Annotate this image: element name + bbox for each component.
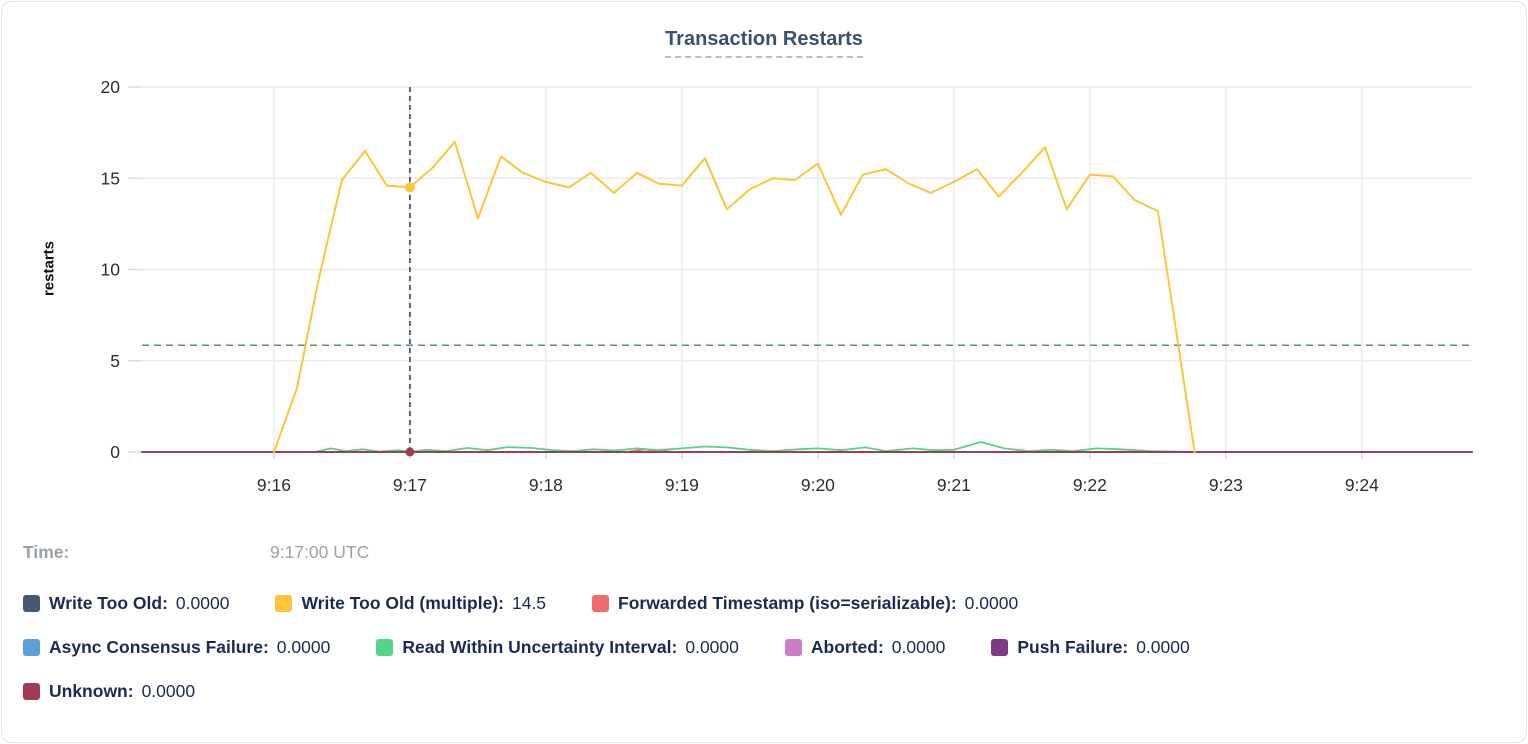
tooltip-time-row: Time: 9:17:00 UTC xyxy=(23,542,369,563)
x-tick-label: 9:23 xyxy=(1209,475,1243,495)
legend-value: 14.5 xyxy=(511,593,547,613)
legend-row: Write Too Old: 0.0000 Write Too Old (multi… xyxy=(23,593,1510,614)
legend-color-swatch-icon xyxy=(23,639,40,656)
y-tick-label: 0 xyxy=(110,442,120,462)
crosshair-point xyxy=(404,182,415,193)
legend-color-swatch-icon xyxy=(376,639,394,656)
x-tick-label: 9:18 xyxy=(529,475,563,495)
legend-label: Read Within Uncertainty Interval: xyxy=(402,637,678,657)
x-tick-label: 9:22 xyxy=(1073,475,1107,495)
legend-value: 0.0000 xyxy=(141,681,196,701)
chart-title-wrap: Transaction Restarts xyxy=(2,28,1526,58)
legend-label: Aborted: xyxy=(810,637,884,657)
y-axis-label: restarts xyxy=(40,240,58,297)
legend-color-swatch-icon xyxy=(784,639,802,656)
legend-color-swatch-icon xyxy=(23,595,40,612)
legend-row: Async Consensus Failure: 0.0000 Read Withi… xyxy=(23,637,1510,658)
x-tick-label: 9:16 xyxy=(257,475,291,495)
y-tick-label: 10 xyxy=(101,260,121,280)
legend-value: 0.0000 xyxy=(891,637,946,657)
legend-item: Async Consensus Failure: 0.0000 xyxy=(23,637,330,658)
legend: Write Too Old: 0.0000 Write Too Old (multi… xyxy=(23,593,1510,702)
legend-label: Push Failure: xyxy=(1017,637,1129,657)
legend-label: Forwarded Timestamp (iso=serializable): xyxy=(618,593,957,613)
y-tick-label: 15 xyxy=(101,168,120,188)
legend-label: Write Too Old (multiple): xyxy=(301,593,504,613)
chart-plot-area[interactable]: 0 5 10 15 20 9:16 9:17 9:18 9:19 9:20 9:21 9:22 9:23… xyxy=(2,2,1528,522)
legend-label: Unknown: xyxy=(49,681,134,701)
legend-item: Forwarded Timestamp (iso=serializable): 0… xyxy=(592,593,1018,614)
legend-label: Async Consensus Failure: xyxy=(49,637,269,657)
tooltip-time-value: 9:17:00 UTC xyxy=(270,542,370,562)
legend-item: Write Too Old (multiple): 14.5 xyxy=(275,593,546,614)
x-tick-label: 9:24 xyxy=(1345,475,1379,495)
legend-item: Unknown: 0.0000 xyxy=(23,681,195,702)
tooltip-time-label: Time: xyxy=(23,542,70,562)
y-tick-label: 5 xyxy=(110,351,120,371)
legend-item: Aborted: 0.0000 xyxy=(784,637,946,658)
legend-value: 0.0000 xyxy=(685,637,739,657)
legend-item: Write Too Old: 0.0000 xyxy=(23,593,229,614)
legend-item: Read Within Uncertainty Interval: 0.0000 xyxy=(376,637,739,658)
legend-row: Unknown: 0.0000 xyxy=(23,681,1510,702)
x-tick-label: 9:20 xyxy=(801,475,835,495)
chart-title[interactable]: Transaction Restarts xyxy=(665,28,863,58)
legend-label: Write Too Old: xyxy=(49,593,168,613)
legend-value: 0.0000 xyxy=(964,593,1019,613)
series-line-write-too-old-multiple- xyxy=(272,140,1196,453)
x-tick-label: 9:21 xyxy=(937,475,971,495)
legend-color-swatch-icon xyxy=(991,639,1009,656)
y-tick-label: 20 xyxy=(101,77,121,97)
legend-value: 0.0000 xyxy=(1136,637,1190,657)
x-tick-label: 9:17 xyxy=(393,475,427,495)
legend-item: Push Failure: 0.0000 xyxy=(991,637,1190,658)
legend-color-swatch-icon xyxy=(23,683,40,700)
series-line-read-within-uncertainty-interval xyxy=(141,441,1200,453)
legend-color-swatch-icon xyxy=(592,595,610,612)
legend-value: 0.0000 xyxy=(276,637,331,657)
crosshair-point xyxy=(405,447,415,457)
legend-color-swatch-icon xyxy=(275,595,293,612)
legend-value: 0.0000 xyxy=(175,593,230,613)
x-tick-label: 9:19 xyxy=(665,475,699,495)
